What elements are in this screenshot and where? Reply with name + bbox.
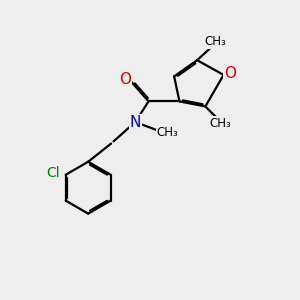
Text: N: N bbox=[130, 115, 141, 130]
Text: CH₃: CH₃ bbox=[204, 35, 226, 48]
Text: O: O bbox=[119, 72, 131, 87]
Text: Cl: Cl bbox=[46, 166, 60, 180]
Text: CH₃: CH₃ bbox=[209, 117, 231, 130]
Text: CH₃: CH₃ bbox=[156, 126, 178, 139]
Text: O: O bbox=[224, 66, 236, 81]
